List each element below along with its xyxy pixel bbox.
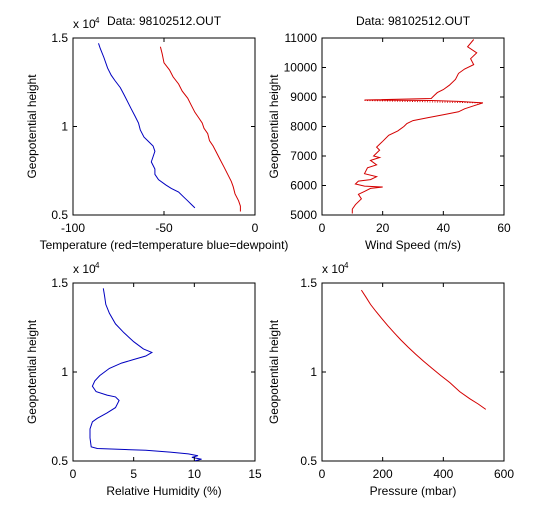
y-tick-label: 5000 [290,208,317,222]
y-tick-label: 11000 [285,31,318,45]
plot-area [98,43,241,212]
y-exponent-base: x 10 [73,262,96,276]
axes-box [72,282,256,462]
x-tick-label: 40 [437,221,451,235]
humidity-panel: 0 5 10 15 0.5 1 1.5 Relative Humidity (%) Geopot… [25,261,262,498]
pressure-panel: 0 200 400 600 0.5 1 1.5 Pressure (mbar) Geopoten… [267,261,514,498]
chart-title: Data: 98102512.OUT [356,14,471,28]
y-axis-label: Geopotential height [25,74,39,179]
x-tick-label: 20 [376,221,390,235]
x-tick-label: -100 [61,221,85,235]
x-tick-label: 0 [319,467,326,481]
x-tick-label: 400 [433,467,453,481]
series-line-0 [351,39,483,214]
y-tick-label: 1 [61,120,68,134]
y-tick-label: 7000 [290,149,317,163]
x-tick-label: 15 [248,467,262,481]
plot-area [351,39,483,214]
plot-area [89,288,202,461]
y-tick-label: 1.5 [300,276,317,290]
x-axis-label: Temperature (red=temperature blue=dewpoi… [40,238,289,252]
y-tick-label: 1.5 [51,276,68,290]
y-tick-label: 0.5 [51,454,68,468]
y-tick-label: 1 [61,365,68,379]
x-tick-label: 5 [130,467,137,481]
y-tick-label: 1.5 [51,31,68,45]
y-tick-label: 0.5 [300,454,317,468]
axes-box [321,282,505,462]
chart-title: Data: 98102512.OUT [107,14,222,28]
x-tick-label: 0 [319,221,326,235]
y-axis-label: Geopotential height [25,319,39,424]
x-tick-label: 200 [373,467,393,481]
y-exponent-power: 4 [95,16,100,25]
series-line-0 [360,289,487,410]
axes-box [321,37,505,216]
series-line-0 [89,288,202,461]
y-tick-label: 6000 [290,179,317,193]
temperature-panel: -100 -50 0 0.5 1 1.5 Temperature (red=temperat… [25,14,288,252]
plot-area [360,289,487,410]
x-axis-label: Relative Humidity (%) [106,484,221,498]
series-line-0 [159,46,241,212]
y-exponent-power: 4 [344,261,349,270]
y-axis-label: Geopotential height [267,74,281,179]
y-tick-label: 10000 [284,61,318,75]
x-tick-label: 0 [70,467,77,481]
y-exponent-base: x 10 [73,17,96,31]
series-line-1 [98,43,196,209]
y-tick-label: 8000 [290,120,317,134]
y-axis-label: Geopotential height [267,319,281,424]
x-tick-label: 60 [497,221,511,235]
x-tick-label: 600 [494,467,514,481]
x-tick-label: 0 [252,221,259,235]
y-exponent-base: x 10 [322,262,345,276]
y-tick-label: 9000 [290,90,317,104]
x-tick-label: -50 [155,221,173,235]
y-exponent-power: 4 [95,261,100,270]
x-axis-label: Wind Speed (m/s) [365,238,461,252]
wind-speed-panel: 0 20 40 60 5000 6000 7000 8000 9000 10000 11000 Win… [267,14,511,252]
x-axis-label: Pressure (mbar) [370,484,457,498]
x-tick-label: 10 [188,467,202,481]
y-tick-label: 0.5 [51,208,68,222]
y-tick-label: 1 [310,365,317,379]
axes-box [72,37,256,216]
